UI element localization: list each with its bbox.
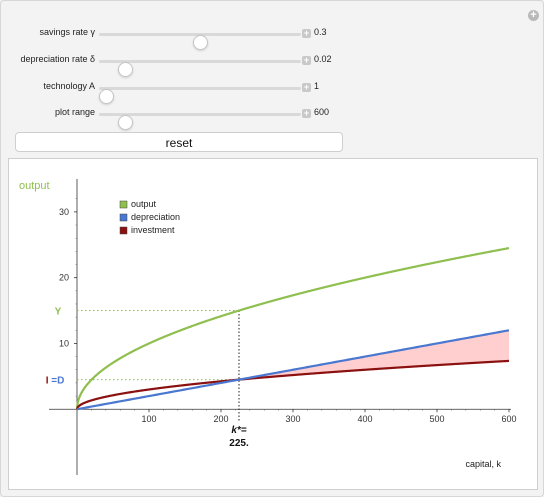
depreciation-rate-label: depreciation rate δ — [20, 54, 95, 64]
x-axis-label: capital, k — [465, 459, 501, 469]
control-depreciation-rate: depreciation rate δ + 0.02 — [1, 51, 544, 77]
y-axis-label: output — [19, 180, 50, 192]
savings-rate-expand-icon[interactable]: + — [302, 28, 311, 38]
plot-range-expand-icon[interactable]: + — [302, 108, 311, 118]
y-tick-label: 30 — [59, 207, 69, 217]
depreciation-rate-slider[interactable] — [99, 60, 301, 77]
I-letter: I — [46, 376, 49, 387]
x-tick-label: 100 — [141, 414, 156, 424]
savings-rate-slider-thumb[interactable] — [192, 35, 208, 50]
output-curve — [75, 247, 510, 410]
y-tick-label: 20 — [59, 273, 69, 283]
plot-panel: 100 200 300 400 500 600 10 20 30 output capital, … — [8, 158, 538, 490]
depreciation-curve — [76, 329, 510, 411]
technology-expand-icon[interactable]: + — [302, 82, 311, 92]
plot-range-slider[interactable] — [99, 113, 301, 130]
investment-legend-label: investment — [131, 225, 175, 235]
depreciation-rate-value: 0.02 — [314, 54, 332, 64]
output-legend-label: output — [131, 199, 157, 209]
x-tick-label: 500 — [429, 414, 444, 424]
y-tick-label: 10 — [59, 338, 69, 348]
technology-slider[interactable] — [99, 87, 301, 104]
depreciation-legend-label: depreciation — [131, 212, 180, 222]
output-legend-swatch — [119, 200, 128, 209]
investment-depreciation-label: I =D — [46, 376, 65, 387]
control-savings-rate: savings rate γ + 0.3 — [1, 24, 544, 50]
investment-curve — [75, 359, 510, 410]
plot-range-value: 600 — [314, 107, 330, 117]
x-tick-label: 400 — [357, 414, 372, 424]
savings-rate-value: 0.3 — [314, 27, 327, 37]
investment-legend-swatch — [119, 226, 128, 235]
control-technology: technology A + 1 — [1, 78, 544, 104]
technology-label: technology A — [43, 81, 95, 91]
kstar-value: 225. — [229, 438, 249, 449]
savings-rate-slider[interactable] — [99, 33, 301, 50]
plot-range-slider-thumb[interactable] — [117, 115, 133, 130]
expand-icon[interactable]: + — [528, 10, 539, 21]
technology-slider-thumb[interactable] — [99, 89, 114, 104]
x-tick-label: 200 — [213, 414, 228, 424]
control-plot-range: plot range + 600 — [1, 104, 544, 130]
x-tick-label: 300 — [285, 414, 300, 424]
x-tick-label: 600 — [501, 414, 516, 424]
kstar-label: k*= — [231, 425, 246, 436]
depreciation-legend-swatch — [119, 213, 128, 222]
technology-value: 1 — [314, 81, 320, 91]
reset-button[interactable]: reset — [15, 132, 343, 152]
output-Y-label: Y — [55, 307, 62, 318]
plot-range-label: plot range — [54, 107, 95, 117]
depreciation-rate-slider-thumb[interactable] — [117, 62, 133, 77]
savings-rate-label: savings rate γ — [39, 27, 95, 37]
solow-chart: 100 200 300 400 500 600 10 20 30 output capital, … — [19, 179, 517, 475]
depreciation-rate-expand-icon[interactable]: + — [302, 55, 311, 65]
eq-D: =D — [48, 376, 64, 387]
